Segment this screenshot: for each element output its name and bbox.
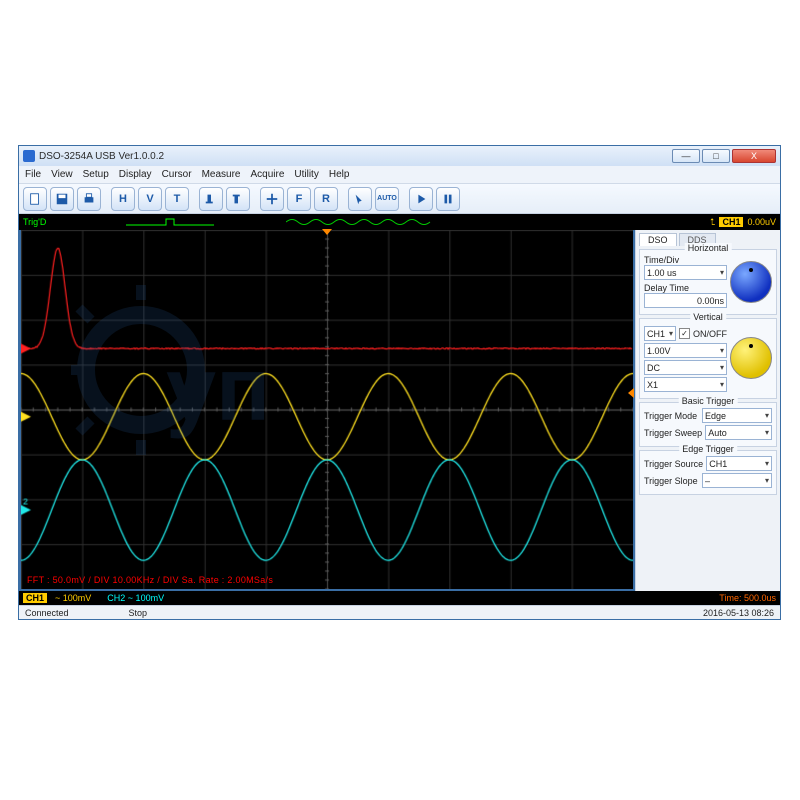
- trigger-slope-select[interactable]: –: [702, 473, 772, 488]
- close-button[interactable]: X: [732, 149, 776, 163]
- edge-trigger-group: Edge Trigger Trigger Source CH1 Trigger …: [639, 450, 777, 495]
- menu-measure[interactable]: Measure: [202, 169, 241, 180]
- control-panel: DSO DDS Horizontal Time/Div 1.00 us Dela…: [635, 230, 780, 591]
- basic-trigger-title: Basic Trigger: [679, 396, 738, 406]
- ch1-value: ~ 100mV: [55, 593, 91, 603]
- h-button[interactable]: H: [111, 187, 135, 211]
- f-button[interactable]: F: [287, 187, 311, 211]
- channel-select[interactable]: CH1: [644, 326, 676, 341]
- menu-utility[interactable]: Utility: [294, 169, 318, 180]
- datetime: 2016-05-13 08:26: [703, 608, 774, 618]
- vdiv-select[interactable]: 1.00V: [644, 343, 727, 358]
- t-button[interactable]: T: [165, 187, 189, 211]
- zoom-fit-icon[interactable]: [260, 187, 284, 211]
- fft-info: FFT : 50.0mV / DIV 10.00KHz / DIV Sa. Ra…: [27, 575, 273, 585]
- time-div-select[interactable]: 1.00 us: [644, 265, 727, 280]
- horizontal-knob[interactable]: [730, 261, 772, 303]
- rise-edge-icon: ⮤: [710, 217, 715, 228]
- trigger-source-label: Trigger Source: [644, 459, 703, 469]
- trigger-mode-label: Trigger Mode: [644, 411, 699, 421]
- new-icon[interactable]: [23, 187, 47, 211]
- trigger-sweep-select[interactable]: Auto: [705, 425, 772, 440]
- app-window: DSO-3254A USB Ver1.0.0.2 — □ X File View…: [18, 145, 781, 620]
- minimize-button[interactable]: —: [672, 149, 700, 163]
- horizontal-title: Horizontal: [685, 243, 732, 253]
- delay-time-label: Delay Time: [644, 283, 727, 293]
- trigger-source-select[interactable]: CH1: [706, 456, 772, 471]
- horizontal-group: Horizontal Time/Div 1.00 us Delay Time 0…: [639, 249, 777, 315]
- edge-trigger-title: Edge Trigger: [679, 444, 737, 454]
- trigger-mode-select[interactable]: Edge: [702, 408, 772, 423]
- vertical-group: Vertical CH1 ✓ ON/OFF 1.00V DC X1: [639, 318, 777, 399]
- channel-info-bar: CH1 ~ 100mV CH2 ~ 100mV Time: 500.0us: [19, 591, 780, 605]
- pulse1-icon[interactable]: [199, 187, 223, 211]
- v-button[interactable]: V: [138, 187, 162, 211]
- basic-trigger-group: Basic Trigger Trigger Mode Edge Trigger …: [639, 402, 777, 447]
- coupling-select[interactable]: DC: [644, 360, 727, 375]
- connection-status: Connected: [25, 608, 69, 618]
- title-bar: DSO-3254A USB Ver1.0.0.2 — □ X: [19, 146, 780, 166]
- timebase-value: Time: 500.0us: [719, 593, 776, 603]
- pulse2-icon[interactable]: [226, 187, 250, 211]
- menu-bar: File View Setup Display Cursor Measure A…: [19, 166, 780, 184]
- menu-view[interactable]: View: [51, 169, 73, 180]
- onoff-checkbox[interactable]: ✓: [679, 328, 690, 339]
- waveform-canvas: [21, 230, 633, 589]
- play-icon[interactable]: [409, 187, 433, 211]
- cursor-icon[interactable]: [348, 187, 372, 211]
- trigger-status: Trig'D: [23, 217, 46, 227]
- menu-help[interactable]: Help: [329, 169, 350, 180]
- menu-cursor[interactable]: Cursor: [162, 169, 192, 180]
- wave-indicator-icon: [286, 216, 466, 228]
- probe-select[interactable]: X1: [644, 377, 727, 392]
- tab-dso[interactable]: DSO: [639, 233, 677, 246]
- window-title: DSO-3254A USB Ver1.0.0.2: [39, 151, 164, 162]
- trigger-status-bar: Trig'D ⮤ CH1 0.00uV: [19, 214, 780, 230]
- trigger-position-marker[interactable]: [322, 229, 332, 235]
- trigger-sweep-label: Trigger Sweep: [644, 428, 702, 438]
- print-icon[interactable]: [77, 187, 101, 211]
- pause-icon[interactable]: [436, 187, 460, 211]
- trigger-channel: CH1: [719, 217, 743, 227]
- r-button[interactable]: R: [314, 187, 338, 211]
- menu-acquire[interactable]: Acquire: [250, 169, 284, 180]
- ch1-badge: CH1: [23, 593, 47, 603]
- pulse-indicator-icon: [126, 216, 246, 228]
- app-icon: [23, 150, 35, 162]
- oscilloscope-display[interactable]: FFT : 50.0mV / DIV 10.00KHz / DIV Sa. Ra…: [19, 230, 635, 591]
- run-status: Stop: [129, 608, 148, 618]
- trigger-slope-label: Trigger Slope: [644, 476, 699, 486]
- toolbar: H V T F R AUTO: [19, 184, 780, 214]
- maximize-button[interactable]: □: [702, 149, 730, 163]
- trigger-level: 0.00uV: [747, 217, 776, 227]
- vertical-title: Vertical: [690, 312, 726, 322]
- ch2-value: CH2 ~ 100mV: [107, 593, 164, 603]
- status-bar: Connected Stop 2016-05-13 08:26: [19, 605, 780, 619]
- menu-file[interactable]: File: [25, 169, 41, 180]
- time-div-label: Time/Div: [644, 255, 727, 265]
- menu-setup[interactable]: Setup: [83, 169, 109, 180]
- delay-time-input[interactable]: 0.00ns: [644, 293, 727, 308]
- save-icon[interactable]: [50, 187, 74, 211]
- menu-display[interactable]: Display: [119, 169, 152, 180]
- vertical-knob[interactable]: [730, 337, 772, 379]
- trigger-level-marker[interactable]: [628, 388, 634, 398]
- auto-button[interactable]: AUTO: [375, 187, 399, 211]
- onoff-label: ON/OFF: [693, 329, 727, 339]
